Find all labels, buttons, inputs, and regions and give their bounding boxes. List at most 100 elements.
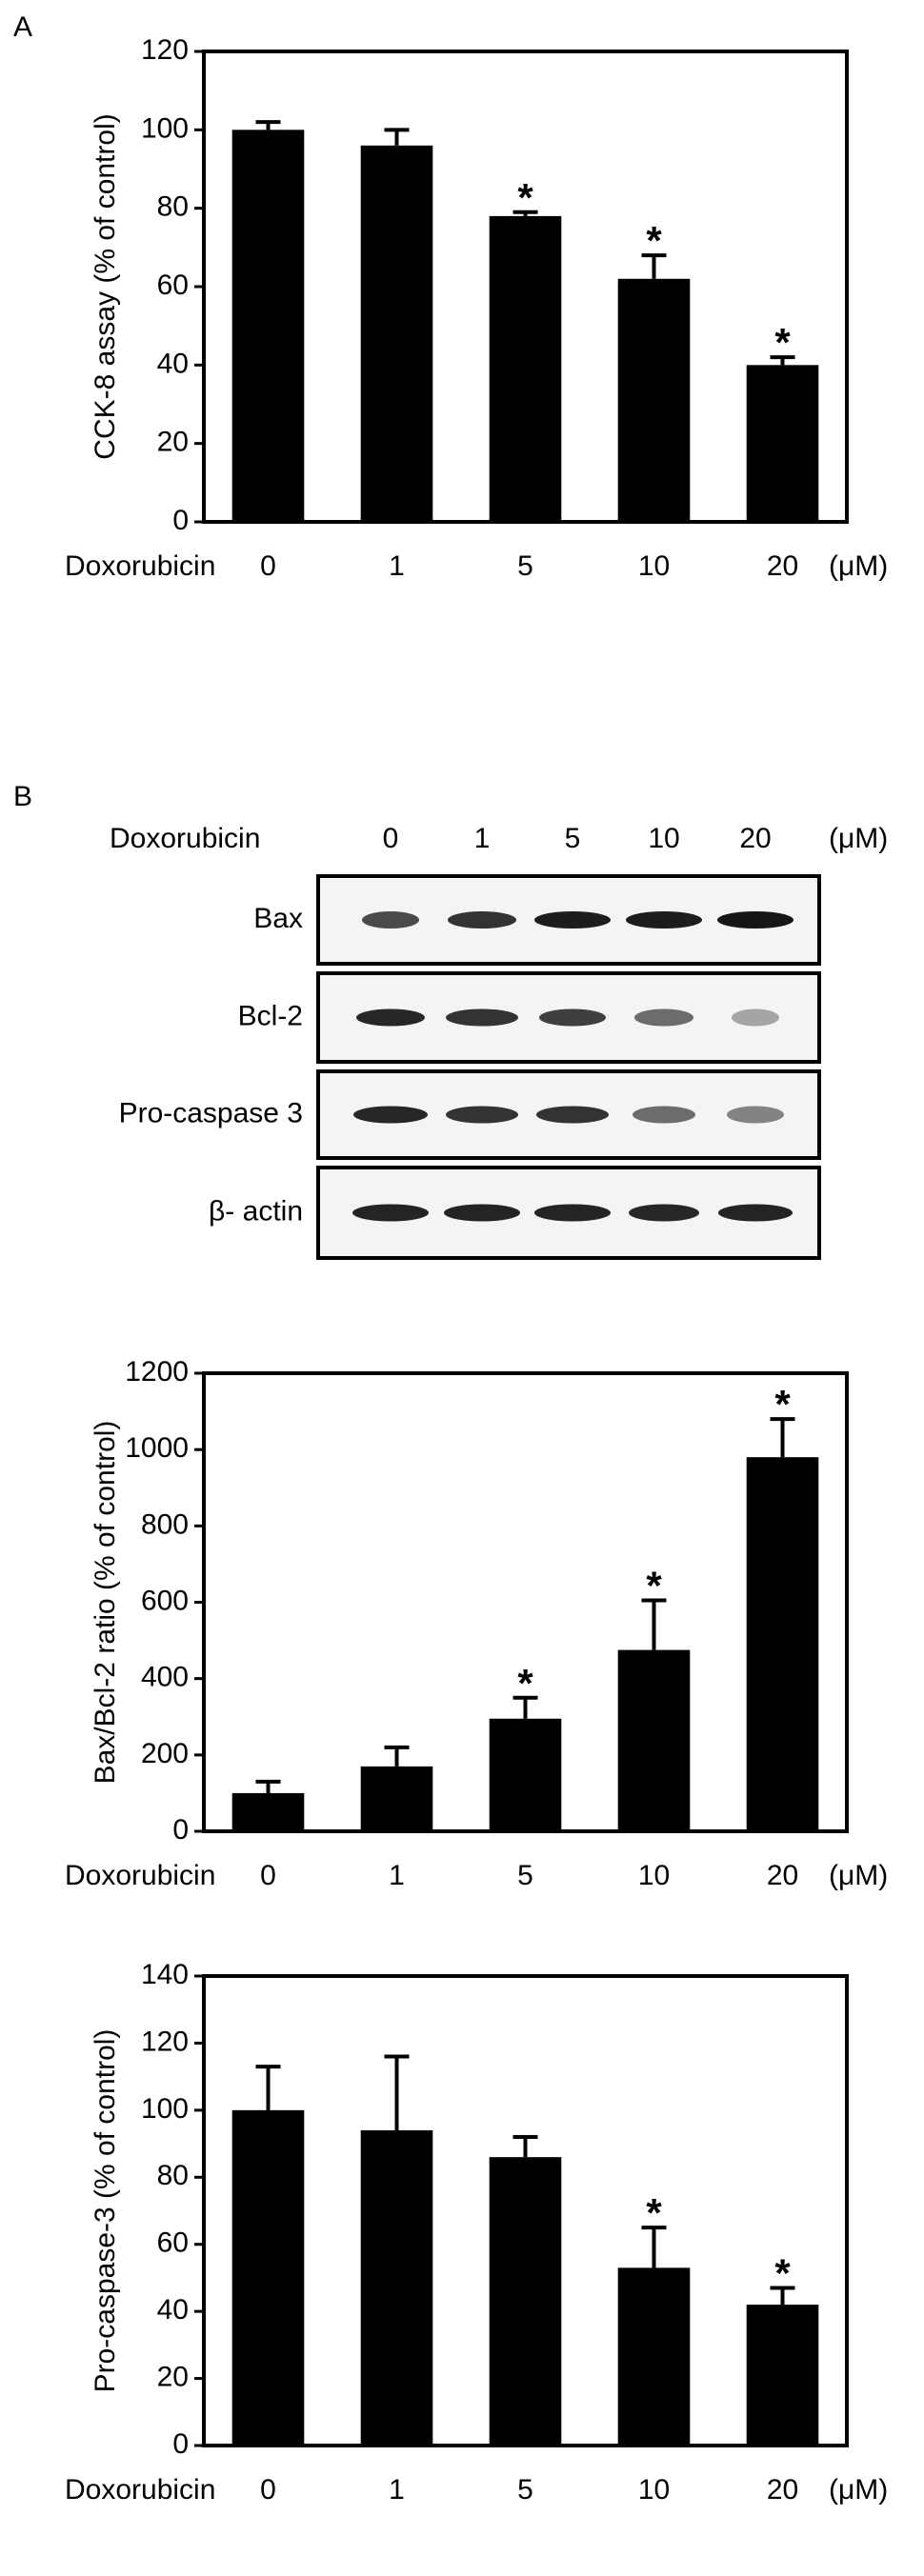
- x-tick-label: 0: [260, 2474, 276, 2506]
- error-bar: [384, 2054, 410, 2130]
- bar: [617, 278, 691, 522]
- x-tick-label: 10: [638, 1860, 670, 1891]
- y-tick-label: 200: [141, 1738, 189, 1769]
- y-tick-label: 20: [157, 427, 189, 458]
- x-tick-label: 1: [389, 550, 405, 582]
- significance-marker: *: [646, 1564, 662, 1608]
- blot-band: [534, 911, 611, 929]
- blot-band: [634, 1008, 693, 1027]
- y-tick-label: 1000: [125, 1432, 189, 1464]
- bar: [746, 2305, 819, 2446]
- y-axis-label: CCK-8 assay (% of control): [90, 113, 121, 459]
- bar: [617, 1649, 691, 1831]
- blot-treatment: Doxorubicin: [110, 823, 260, 854]
- y-tick-label: 0: [172, 1814, 189, 1846]
- lane-label: 10: [648, 823, 679, 854]
- significance-marker: *: [646, 218, 662, 263]
- y-tick-label: 800: [141, 1508, 189, 1540]
- blot-band: [534, 1204, 611, 1222]
- error-bar: [512, 210, 538, 216]
- x-tick-label: 0: [260, 1860, 276, 1891]
- error-bar: [641, 1598, 667, 1650]
- blot-band: [446, 1008, 518, 1027]
- blot-band: [356, 1008, 425, 1027]
- x-tick-label: 5: [517, 2474, 533, 2506]
- panel-label: B: [13, 781, 32, 812]
- blot-band: [727, 1106, 784, 1124]
- bar: [231, 130, 305, 523]
- x-axis-label: Doxorubicin: [65, 2474, 215, 2506]
- blot-band: [444, 1204, 520, 1222]
- blot-band: [536, 1106, 609, 1124]
- blot-band: [718, 1204, 793, 1222]
- error-bar: [384, 1745, 410, 1767]
- y-tick-label: 40: [157, 348, 189, 379]
- error-bar: [512, 1695, 538, 1719]
- blot-unit: (μM): [829, 823, 888, 854]
- error-bar: [255, 1779, 281, 1793]
- blot-band: [352, 1204, 429, 1222]
- error-bar: [770, 355, 795, 366]
- error-bar: [255, 2065, 281, 2110]
- x-unit: (μM): [829, 2474, 888, 2506]
- x-tick-label: 5: [517, 550, 533, 582]
- x-unit: (μM): [829, 550, 888, 582]
- y-tick-label: 60: [157, 2227, 189, 2259]
- y-tick-label: 600: [141, 1585, 189, 1616]
- band-label: β- actin: [209, 1195, 303, 1227]
- plot-frame: [202, 1371, 849, 1833]
- bar: [746, 365, 819, 522]
- y-tick-label: 1200: [125, 1356, 189, 1388]
- blot-band: [353, 1106, 428, 1124]
- x-tick-label: 1: [389, 2474, 405, 2506]
- bar: [360, 145, 433, 523]
- bar: [231, 2109, 305, 2446]
- bar: [360, 2129, 433, 2446]
- band-label: Bax: [253, 903, 303, 934]
- bar: [489, 215, 562, 522]
- significance-marker: *: [646, 2190, 662, 2235]
- error-bar: [512, 2135, 538, 2158]
- blot-band: [539, 1008, 606, 1027]
- x-unit: (μM): [829, 1860, 888, 1891]
- bar: [746, 1457, 819, 1831]
- band-label: Bcl-2: [238, 1000, 303, 1031]
- band-label: Pro-caspase 3: [119, 1097, 303, 1128]
- blot-band: [626, 911, 702, 929]
- x-tick-label: 1: [389, 1860, 405, 1891]
- y-tick-label: 100: [141, 112, 189, 144]
- blot-band: [633, 1106, 695, 1124]
- plot-frame: [202, 1974, 849, 2447]
- blot-band: [448, 911, 516, 929]
- x-tick-label: 10: [638, 550, 670, 582]
- lane-label: 0: [383, 823, 399, 854]
- y-axis-label: Pro-caspase-3 (% of control): [90, 2029, 121, 2393]
- blot-band: [732, 1008, 779, 1027]
- significance-marker: *: [774, 2251, 791, 2296]
- bar: [489, 1718, 562, 1831]
- bar: [231, 1792, 305, 1831]
- lane-label: 1: [474, 823, 491, 854]
- lane-label: 5: [565, 823, 581, 854]
- y-tick-label: 0: [172, 505, 189, 536]
- x-tick-label: 20: [767, 2474, 798, 2506]
- blot-band: [362, 911, 419, 929]
- y-tick-label: 20: [157, 2361, 189, 2392]
- x-tick-label: 5: [517, 1860, 533, 1891]
- y-tick-label: 0: [172, 2428, 189, 2460]
- y-axis-label: Bax/Bcl-2 ratio (% of control): [90, 1421, 121, 1785]
- error-bar: [255, 120, 281, 130]
- y-tick-label: 120: [141, 2026, 189, 2057]
- plot-frame: [202, 50, 849, 524]
- error-bar: [641, 253, 667, 279]
- error-bar: [770, 1417, 795, 1458]
- blot-band: [446, 1106, 518, 1124]
- panel-label: A: [13, 11, 32, 43]
- y-tick-label: 40: [157, 2294, 189, 2326]
- error-bar: [641, 2226, 667, 2268]
- x-tick-label: 0: [260, 550, 276, 582]
- x-tick-label: 10: [638, 2474, 670, 2506]
- error-bar: [384, 128, 410, 146]
- significance-marker: *: [517, 1661, 533, 1706]
